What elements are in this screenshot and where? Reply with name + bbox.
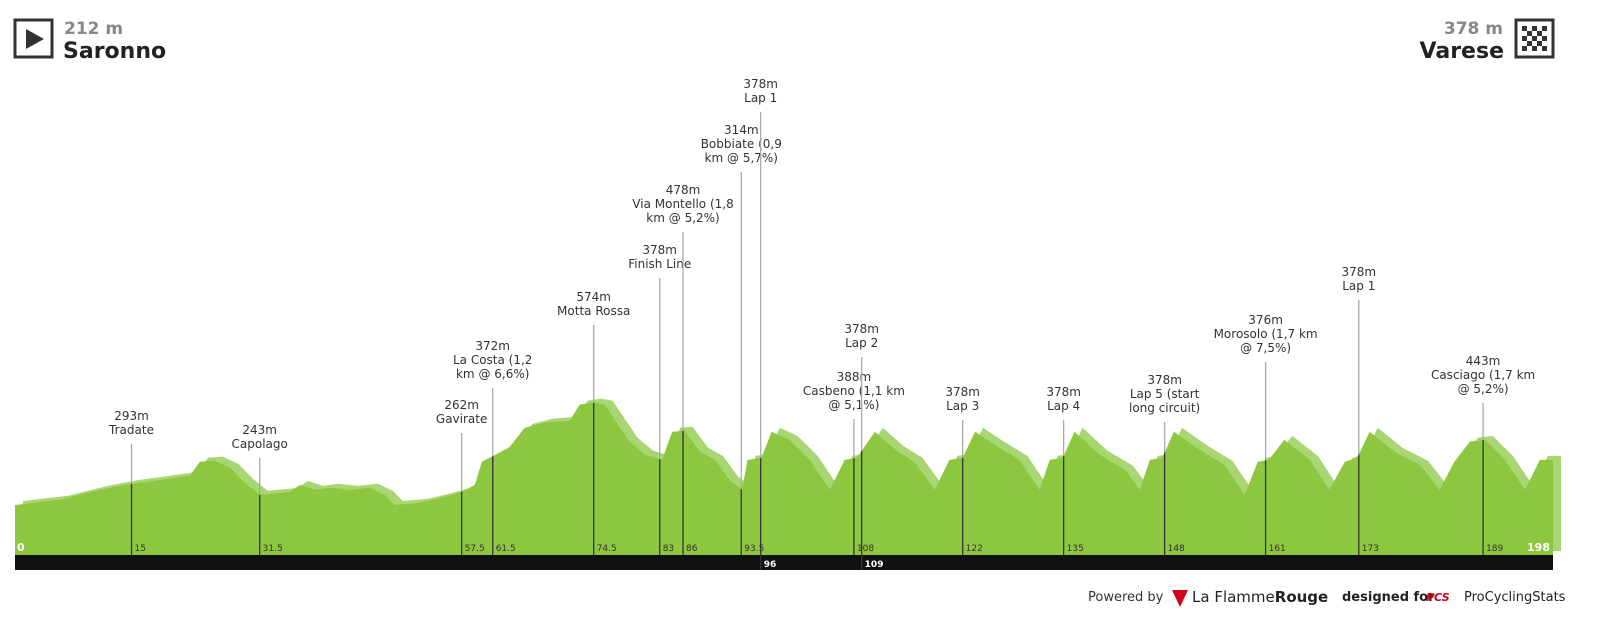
waypoint-elevation: 376m xyxy=(1248,313,1283,327)
waypoint-name: Via Montello (1,8 xyxy=(632,197,733,211)
flag-square xyxy=(1532,26,1537,31)
powered-by: Powered by xyxy=(1088,590,1164,605)
waypoint-km: 93.5 xyxy=(744,544,764,554)
waypoint-name: Bobbiate (0,9 xyxy=(701,137,782,151)
flag-square xyxy=(1522,46,1527,51)
flag-square xyxy=(1527,31,1532,36)
waypoint-name: Lap 4 xyxy=(1047,399,1080,413)
waypoint-name: Lap 1 xyxy=(1342,279,1375,293)
waypoint-km: 61.5 xyxy=(496,544,516,554)
waypoint-elevation: 378m xyxy=(1046,385,1081,399)
waypoint-name: Morosolo (1,7 km xyxy=(1214,327,1318,341)
waypoint-name: long circuit) xyxy=(1129,401,1200,415)
finish-elevation: 378 m xyxy=(1444,19,1503,39)
flag-square xyxy=(1532,36,1537,41)
waypoint-km: 31.5 xyxy=(263,544,283,554)
distance-bar xyxy=(15,555,1553,570)
waypoint-elevation: 378m xyxy=(642,243,677,257)
pcs-name: ProCyclingStats xyxy=(1464,590,1566,605)
waypoint-name: km @ 5,2%) xyxy=(646,211,719,225)
flag-square xyxy=(1542,26,1547,31)
waypoint-name: Finish Line xyxy=(628,257,691,271)
waypoint-name: Lap 3 xyxy=(946,399,979,413)
waypoint-name: Lap 2 xyxy=(845,336,878,350)
waypoint-km: 148 xyxy=(1168,544,1185,554)
waypoint-name: La Costa (1,2 xyxy=(453,353,532,367)
waypoint-km: 122 xyxy=(966,544,983,554)
waypoint-name: @ 5,2%) xyxy=(1458,382,1509,396)
waypoint-name: km @ 6,6%) xyxy=(456,367,529,381)
finish-km: 198 xyxy=(1527,541,1550,554)
waypoint-km: 15 xyxy=(135,544,146,554)
waypoint-elevation: 478m xyxy=(666,183,701,197)
flag-square xyxy=(1532,46,1537,51)
finish-name: Varese xyxy=(1420,39,1504,64)
waypoint-elevation: 243m xyxy=(242,423,277,437)
waypoint-name: Gavirate xyxy=(436,412,487,426)
waypoint-name: Capolago xyxy=(232,437,288,451)
waypoint-name: Casciago (1,7 km xyxy=(1431,368,1535,382)
waypoint-elevation: 443m xyxy=(1466,354,1501,368)
waypoint-km: 108 xyxy=(857,544,874,554)
waypoint-elevation: 314m xyxy=(724,123,759,137)
profile-area xyxy=(15,402,1553,555)
brand-name: La Flamme xyxy=(1192,588,1275,606)
start-icon xyxy=(13,18,54,59)
waypoint-name: Tradate xyxy=(108,423,154,437)
waypoint-name: Lap 1 xyxy=(744,91,777,105)
waypoint-name: km @ 5,7%) xyxy=(705,151,778,165)
waypoint-elevation: 574m xyxy=(576,290,611,304)
waypoint-elevation: 378m xyxy=(1342,265,1377,279)
start-elevation: 212 m xyxy=(64,19,123,39)
flag-square xyxy=(1522,26,1527,31)
flag-square xyxy=(1542,36,1547,41)
waypoint-elevation: 378m xyxy=(844,322,879,336)
waypoint-km: 173 xyxy=(1362,544,1379,554)
waypoint-name: @ 7,5%) xyxy=(1240,341,1291,355)
brand: La FlammeRouge xyxy=(1192,588,1328,606)
flag-square xyxy=(1542,46,1547,51)
waypoint-elevation: 378m xyxy=(945,385,980,399)
waypoint-name: Casbeno (1,1 km xyxy=(803,384,905,398)
pcs-logo: PCS xyxy=(1426,591,1450,604)
waypoint-elevation: 293m xyxy=(114,409,149,423)
waypoint-km: 57.5 xyxy=(465,544,485,554)
waypoint-name: Motta Rossa xyxy=(557,304,630,318)
waypoint-elevation: 388m xyxy=(837,370,872,384)
start-km: 0 xyxy=(17,541,25,554)
waypoint-elevation: 372m xyxy=(475,339,510,353)
start-name: Saronno xyxy=(63,39,166,64)
finish-flag xyxy=(1522,26,1547,51)
waypoint-elevation: 378m xyxy=(1147,373,1182,387)
waypoint-km: 109 xyxy=(865,560,884,570)
waypoint-name: @ 5,1%) xyxy=(828,398,879,412)
waypoint-km: 189 xyxy=(1486,544,1503,554)
flag-square xyxy=(1537,41,1542,46)
waypoint-elevation: 262m xyxy=(444,398,479,412)
flag-square xyxy=(1527,41,1532,46)
brand-logo xyxy=(1172,590,1188,607)
waypoint-elevation: 378m xyxy=(743,77,778,91)
designed-for: designed for xyxy=(1342,590,1435,605)
waypoint-km: 74.5 xyxy=(597,544,617,554)
brand-bold: Rouge xyxy=(1275,588,1328,606)
waypoint-km: 83 xyxy=(663,544,674,554)
flag-square xyxy=(1522,36,1527,41)
waypoint-km: 135 xyxy=(1067,544,1084,554)
flag-square xyxy=(1537,31,1542,36)
waypoint-km: 161 xyxy=(1269,544,1286,554)
waypoint-name: Lap 5 (start xyxy=(1130,387,1200,401)
waypoint-km: 96 xyxy=(764,560,777,570)
start-arrow xyxy=(26,29,44,49)
waypoint-km: 86 xyxy=(686,544,698,554)
